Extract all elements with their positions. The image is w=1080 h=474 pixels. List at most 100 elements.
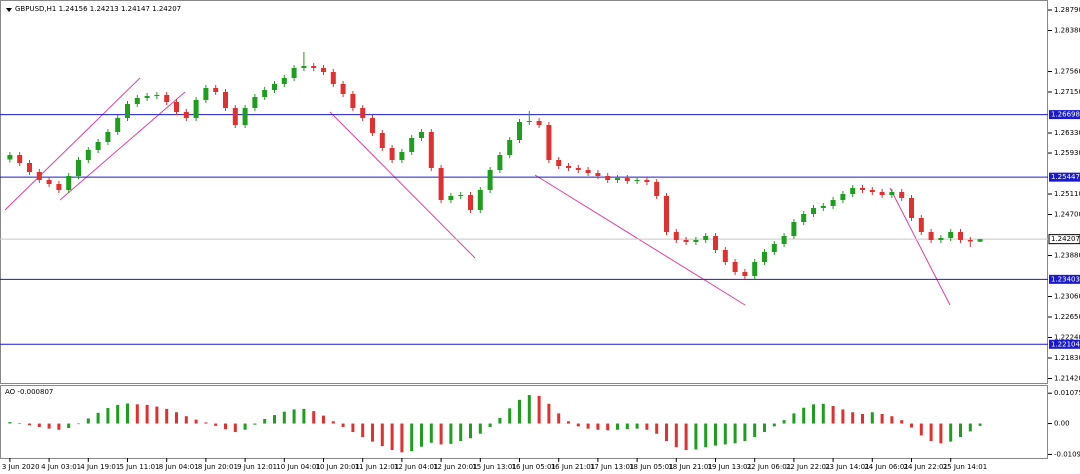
candle-body	[252, 97, 258, 108]
candle-body	[850, 188, 856, 194]
candle-body	[428, 132, 434, 168]
candle-body	[487, 170, 493, 190]
candle-body	[17, 155, 23, 163]
x-tick-label: 24 Jun 22:01	[904, 463, 948, 471]
candle-body	[713, 236, 718, 250]
ao-bar	[380, 423, 384, 447]
ao-bar	[802, 407, 806, 424]
ao-bar	[567, 421, 570, 424]
candle-body	[144, 96, 150, 98]
trend-lines	[4, 77, 951, 306]
x-tick-label: 10 Jun 04:01	[276, 463, 320, 471]
ao-bar	[459, 423, 463, 442]
candle-body	[115, 118, 121, 132]
candle-body	[36, 172, 42, 180]
y-tick-label: 1.28380	[1054, 27, 1080, 35]
ao-bar	[861, 413, 864, 424]
candle-body	[448, 196, 454, 200]
candle-body	[321, 68, 326, 72]
x-tick-label: 22 Jun 06:01	[747, 463, 791, 471]
candle-body	[517, 122, 522, 140]
ao-bar	[596, 423, 600, 430]
ao-bar	[488, 423, 492, 427]
ao-bar	[214, 423, 218, 426]
ao-bar	[537, 395, 541, 424]
ao-bar	[576, 423, 580, 427]
ao-title: AO -0.000807	[5, 388, 53, 396]
candle-body	[830, 200, 836, 206]
candle-body	[566, 166, 571, 168]
ao-bar	[96, 412, 100, 424]
main-panel	[0, 0, 1048, 384]
candle-body	[223, 92, 228, 108]
candle-body	[477, 190, 483, 210]
level-label: 1.23403	[1051, 275, 1080, 283]
candle-body	[546, 125, 552, 160]
ao-bar	[47, 423, 51, 429]
trend-line	[889, 187, 951, 306]
candle-body	[771, 244, 777, 252]
ao-value: -0.000807	[17, 388, 53, 396]
candle-body	[791, 222, 797, 236]
y-tick-label: -0.010929	[1054, 450, 1080, 458]
ao-bar	[635, 423, 639, 429]
candle-body	[860, 188, 865, 190]
x-tick-label: 25 Jun 14:01	[943, 463, 987, 471]
x-tick-label: 16 Jun 05:01	[512, 463, 556, 471]
candle-body	[409, 138, 415, 152]
candle-body	[232, 108, 238, 125]
candle-body	[869, 190, 875, 192]
ao-bar	[8, 422, 12, 424]
candle-body	[507, 140, 513, 155]
candle-body	[134, 98, 140, 104]
ao-bar	[714, 423, 717, 446]
candle-body	[977, 239, 983, 242]
x-tick-label: 12 Jun 20:01	[433, 463, 477, 471]
ao-bar	[968, 423, 972, 432]
candle-body	[918, 218, 924, 232]
candle-body	[330, 72, 336, 84]
candle-body	[203, 88, 209, 100]
level-box	[1049, 339, 1080, 349]
trend-line	[59, 91, 186, 201]
level-box	[1049, 172, 1080, 182]
ao-bar	[145, 404, 149, 424]
candle-body	[95, 142, 101, 150]
ao-bar	[400, 423, 404, 453]
ao-bar	[106, 408, 110, 424]
candle-body	[379, 133, 385, 148]
candle-body	[389, 148, 395, 160]
y-tick-label: 1.27150	[1054, 88, 1080, 96]
x-tick-label: 18 Jun 05:01	[629, 463, 673, 471]
ao-bar	[929, 423, 933, 442]
candle-body	[125, 104, 130, 118]
ao-bar	[919, 423, 923, 436]
price-label: 1.24207	[1051, 235, 1080, 243]
candle-body	[370, 118, 375, 133]
ao-bar	[704, 423, 708, 448]
x-tick-label: 3 Jun 2020	[2, 463, 40, 471]
ao-bar	[684, 423, 688, 451]
candle-body	[909, 198, 914, 218]
ao-bar	[508, 408, 512, 424]
x-tick-label: 22 Jun 22:01	[786, 463, 830, 471]
ao-bar	[224, 423, 227, 430]
ao-bar	[959, 423, 962, 438]
candle-body	[683, 240, 689, 242]
ao-bar	[331, 421, 335, 424]
candle-body	[840, 194, 846, 200]
y-tick-label: 1.25110	[1054, 190, 1080, 198]
x-tick-label: 11 Jun 12:01	[355, 463, 399, 471]
ao-bar	[116, 404, 120, 424]
candle-body	[242, 108, 248, 125]
ao-bar	[233, 423, 237, 433]
candle-body	[811, 208, 816, 214]
y-tick-label: 0.010751	[1054, 389, 1080, 397]
ao-bar	[665, 423, 668, 442]
ao-bar	[371, 423, 374, 442]
ao-bar	[674, 423, 678, 448]
candle-body	[889, 192, 895, 195]
high: 1.24213	[90, 5, 119, 13]
candle-body	[752, 262, 758, 276]
